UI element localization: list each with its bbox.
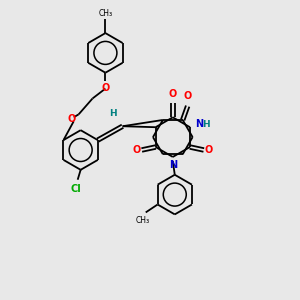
- Text: O: O: [184, 91, 192, 101]
- Text: CH₃: CH₃: [98, 9, 112, 18]
- Text: Cl: Cl: [70, 184, 81, 194]
- Text: CH₃: CH₃: [136, 216, 150, 225]
- Text: N: N: [195, 119, 203, 129]
- Text: H: H: [202, 120, 209, 129]
- Text: H: H: [109, 109, 116, 118]
- Text: O: O: [68, 114, 76, 124]
- Text: O: O: [101, 82, 110, 93]
- Text: O: O: [205, 145, 213, 155]
- Text: O: O: [169, 89, 177, 100]
- Text: N: N: [169, 160, 177, 170]
- Text: O: O: [133, 145, 141, 155]
